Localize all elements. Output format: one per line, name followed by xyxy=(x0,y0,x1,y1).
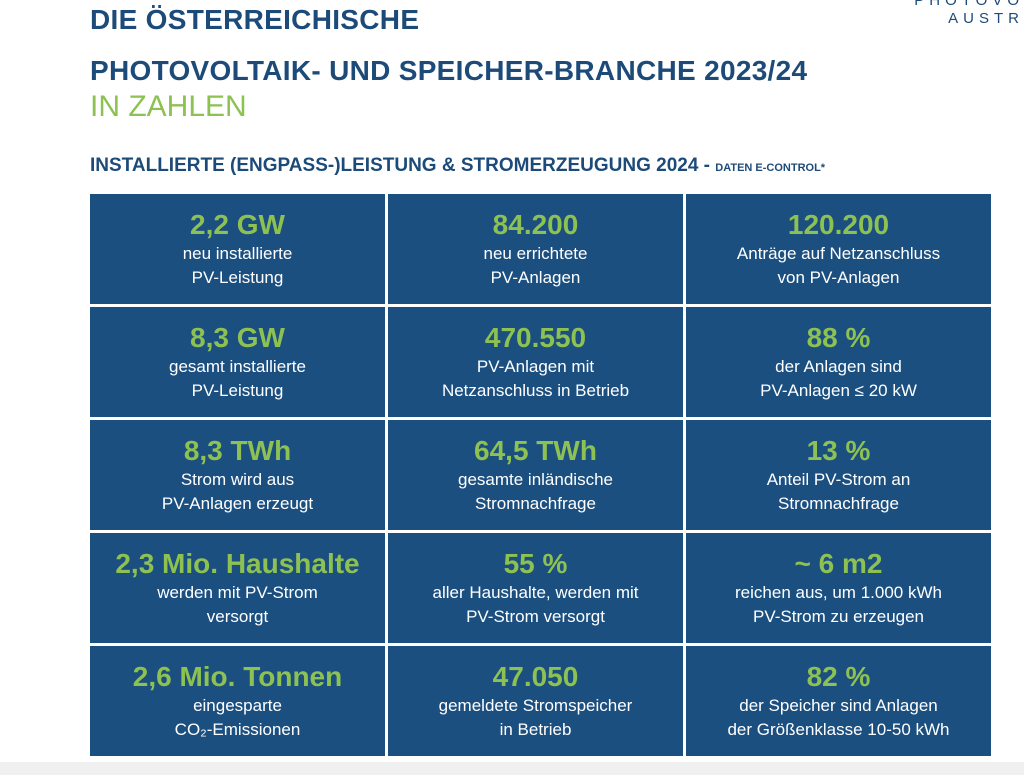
stats-grid: 2,2 GW neu installierte PV-Leistung 84.200 n… xyxy=(90,194,991,756)
stat-desc-1: neu errichtete xyxy=(483,244,588,263)
stat-desc-1: neu installierte xyxy=(182,244,293,263)
stat-desc-1: gesamte inländische xyxy=(458,470,613,489)
stat-desc-2: CO₂-Emissionen xyxy=(174,720,301,739)
section-heading: INSTALLIERTE (ENGPASS-)LEISTUNG & STROME… xyxy=(90,155,826,176)
stat-desc-1: der Anlagen sind xyxy=(775,357,902,376)
stat-tile: 2,3 Mio. Haushalte werden mit PV-Strom ver… xyxy=(90,533,385,643)
stat-tile: 8,3 TWh Strom wird aus PV-Anlagen erzeugt xyxy=(90,420,385,530)
stat-value: 64,5 TWh xyxy=(474,435,597,466)
stat-desc-1: gemeldete Stromspeicher xyxy=(438,696,633,715)
stat-desc-2: PV-Anlagen ≤ 20 kW xyxy=(760,381,917,400)
stat-desc-2: PV-Leistung xyxy=(191,268,284,287)
stat-value: 120.200 xyxy=(787,209,890,240)
stat-desc-1: reichen aus, um 1.000 kWh xyxy=(735,583,942,602)
footer-band xyxy=(0,762,1024,775)
stat-tile: 470.550 PV-Anlagen mit Netzanschluss in Be… xyxy=(388,307,683,417)
stat-desc-1: PV-Anlagen mit xyxy=(476,357,595,376)
stat-tile: 84.200 neu errichtete PV-Anlagen xyxy=(388,194,683,304)
stat-tile: 13 % Anteil PV-Strom an Stromnachfrage xyxy=(686,420,991,530)
title-line-1: DIE ÖSTERREICHISCHE xyxy=(90,4,420,35)
stat-tile: 82 % der Speicher sind Anlagen der Größenk… xyxy=(686,646,991,756)
stat-desc-1: der Speicher sind Anlagen xyxy=(739,696,938,715)
stat-value: 8,3 GW xyxy=(190,322,285,353)
stat-value: 84.200 xyxy=(492,209,579,240)
stat-value: 2,3 Mio. Haushalte xyxy=(115,548,360,579)
stat-tile: 88 % der Anlagen sind PV-Anlagen ≤ 20 kW xyxy=(686,307,991,417)
stat-desc-2: Netzanschluss in Betrieb xyxy=(441,381,630,400)
stat-tile: 55 % aller Haushalte, werden mit PV-Strom … xyxy=(388,533,683,643)
stat-value: 47.050 xyxy=(492,661,579,692)
stat-desc-2: PV-Anlagen erzeugt xyxy=(161,494,314,513)
title-line-2: PHOTOVOLTAIK- UND SPEICHER-BRANCHE 2023/… xyxy=(90,55,808,86)
stat-value: 55 % xyxy=(503,548,568,579)
stat-value: 88 % xyxy=(806,322,871,353)
stat-desc-1: Anteil PV-Strom an xyxy=(766,470,911,489)
stat-desc-1: werden mit PV-Strom xyxy=(157,583,318,602)
stat-value: ~ 6 m2 xyxy=(794,548,883,579)
stat-tile: 2,2 GW neu installierte PV-Leistung xyxy=(90,194,385,304)
stat-tile: 47.050 gemeldete Stromspeicher in Betrieb xyxy=(388,646,683,756)
stat-desc-2: PV-Strom versorgt xyxy=(466,607,605,626)
stat-desc-1: gesamt installierte xyxy=(168,357,306,376)
stat-value: 8,3 TWh xyxy=(183,435,292,466)
stat-desc-2: in Betrieb xyxy=(499,720,572,739)
title-line-3: IN ZAHLEN xyxy=(90,90,247,123)
stat-tile: 64,5 TWh gesamte inländische Stromnachfrag… xyxy=(388,420,683,530)
stat-value: 2,6 Mio. Tonnen xyxy=(132,661,343,692)
stat-desc-2: PV-Anlagen xyxy=(490,268,581,287)
stat-desc-1: aller Haushalte, werden mit xyxy=(432,583,639,602)
logo: PHOTOVO AUSTR xyxy=(914,0,1024,27)
stat-value: 470.550 xyxy=(484,322,587,353)
stat-tile: ~ 6 m2 reichen aus, um 1.000 kWh PV-Strom … xyxy=(686,533,991,643)
stat-value: 13 % xyxy=(806,435,871,466)
stat-value: 82 % xyxy=(806,661,871,692)
stat-tile: 8,3 GW gesamt installierte PV-Leistung xyxy=(90,307,385,417)
stat-tile: 120.200 Anträge auf Netzanschluss von PV-A… xyxy=(686,194,991,304)
stat-desc-2: PV-Strom zu erzeugen xyxy=(752,607,925,626)
stat-tile: 2,6 Mio. Tonnen eingesparte CO₂-Emissionen xyxy=(90,646,385,756)
stat-value: 2,2 GW xyxy=(190,209,285,240)
stat-desc-1: Anträge auf Netzanschluss xyxy=(736,244,941,263)
stat-desc-2: Stromnachfrage xyxy=(778,494,899,513)
stat-desc-2: versorgt xyxy=(206,607,269,626)
stat-desc-2: PV-Leistung xyxy=(191,381,284,400)
stat-desc-1: eingesparte xyxy=(193,696,282,715)
stat-desc-2: Stromnachfrage xyxy=(475,494,596,513)
stat-desc-1: Strom wird aus xyxy=(180,470,295,489)
stat-desc-2: der Größenklasse 10-50 kWh xyxy=(727,720,950,739)
stat-desc-2: von PV-Anlagen xyxy=(777,268,900,287)
source-note: DATEN E-CONTROL* xyxy=(715,162,826,174)
